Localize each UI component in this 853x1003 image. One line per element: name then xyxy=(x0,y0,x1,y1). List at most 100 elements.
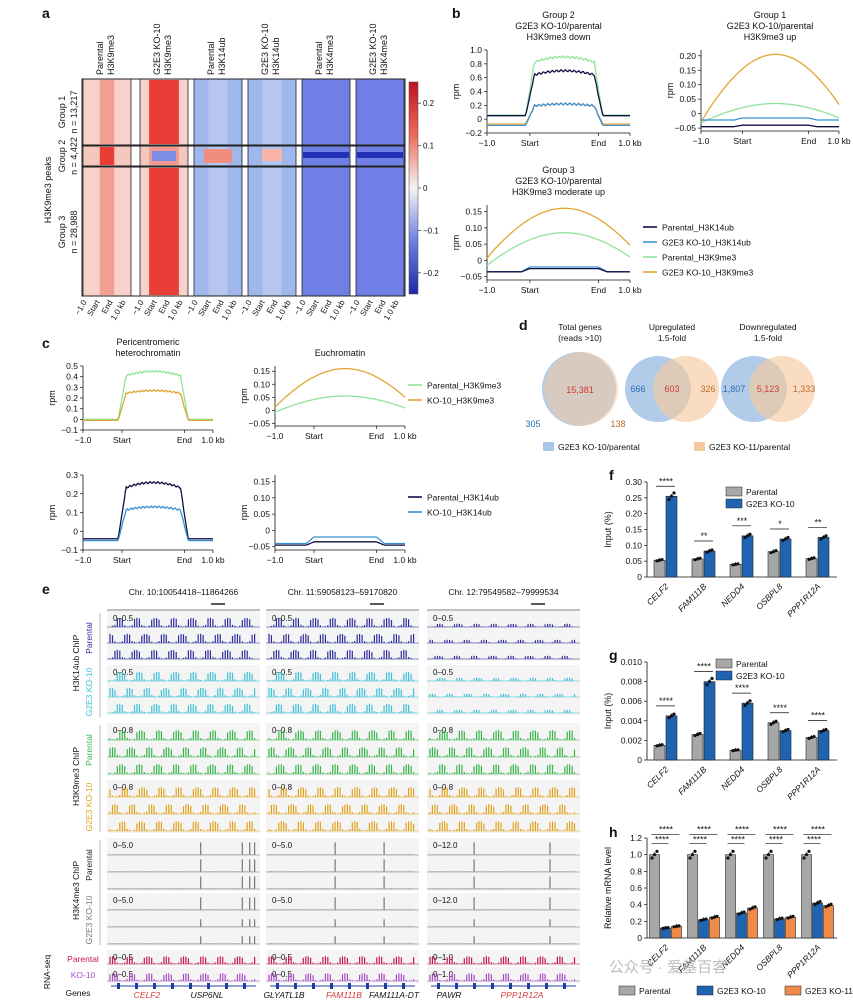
track-scale-label: 0–5.0 xyxy=(272,841,293,850)
assay-label: H3K9me3 ChIP xyxy=(71,747,81,806)
data-point xyxy=(771,721,776,725)
data-point xyxy=(677,924,681,928)
heatmap-colorbar xyxy=(408,81,419,295)
data-point xyxy=(812,734,816,739)
gene-exon xyxy=(348,983,351,989)
x-tick-label: End xyxy=(177,435,192,445)
x-tick-label: End xyxy=(591,285,606,295)
data-point xyxy=(657,743,662,747)
track-background xyxy=(427,893,580,946)
gene-exon xyxy=(563,983,566,989)
y-tick-label: 0.10 xyxy=(253,379,270,389)
track-signal xyxy=(268,687,415,697)
data-point xyxy=(786,916,790,920)
x-tick-label: Start xyxy=(113,555,132,565)
track-signal xyxy=(429,936,576,944)
track-signal xyxy=(268,764,415,774)
data-point xyxy=(655,744,659,748)
heatmap-xtick: Start xyxy=(304,298,321,318)
venn-title: (reads >10) xyxy=(558,333,602,343)
track-signal xyxy=(429,764,576,774)
gene-exon xyxy=(366,983,369,989)
panel-a-heatmaps: Parental H3K9me3 G2E3 KO-10 H3K9me3 Parental… xyxy=(43,23,439,321)
significance-mark: **** xyxy=(735,825,750,835)
bar-Parental-OSBPL8 xyxy=(767,722,780,761)
data-point xyxy=(733,562,738,566)
heatmap-signal xyxy=(262,80,282,144)
venn-right-count: 1,333 xyxy=(793,384,816,394)
track-signal xyxy=(109,876,256,889)
gene-name: PPP1R12A xyxy=(501,990,544,1000)
y-tick-label: 0 xyxy=(73,414,78,424)
heatmap-column-label: Parental xyxy=(95,41,105,75)
panel-letter-c: c xyxy=(42,335,50,351)
y-tick-label: 0 xyxy=(691,109,696,119)
x-tick-label: Start xyxy=(733,136,752,146)
track-signal xyxy=(268,842,415,855)
series-line-G2E3-KO-10-H3K14ub xyxy=(701,117,839,121)
track-background xyxy=(266,838,419,891)
bar-G2E3-KO-11-CELF2 xyxy=(671,926,682,939)
bar-legend-label: G2E3 KO-10 xyxy=(717,986,766,996)
heatmap-tile xyxy=(301,78,351,146)
heatmap-signal xyxy=(262,149,282,161)
heatmap-group-box xyxy=(81,78,406,146)
sample-label: KO-10 xyxy=(71,970,96,980)
track-signal xyxy=(429,897,576,910)
y-tick-label: 0.4 xyxy=(630,900,642,910)
data-point xyxy=(655,849,659,853)
track-signal xyxy=(109,973,256,981)
significance-mark: **** xyxy=(811,825,826,835)
bar-G2E3-KO-10-FAM111B xyxy=(703,550,716,578)
category-label: PPP1R12A xyxy=(785,581,823,619)
data-point xyxy=(707,549,712,553)
y-tick-label: 1.0 xyxy=(470,45,482,55)
gene-exon xyxy=(117,983,120,989)
x-tick-label: 1.0 kb xyxy=(201,555,224,565)
significance-mark: **** xyxy=(769,835,784,845)
bar-G2E3-KO-10-NEDD4 xyxy=(736,912,747,939)
track-signal xyxy=(429,639,576,643)
y-tick-label: 0.15 xyxy=(625,525,642,535)
series-line-Parental-H3K14ub xyxy=(487,68,630,117)
data-point xyxy=(701,918,706,922)
line-chart-c-bottom-right: 0.15 0.10 0.05 0 −0.05 rpm −1.0 Start End 1.0 kb xyxy=(239,475,417,565)
track-signal xyxy=(109,687,256,697)
series-line-Parental-H3K14ub xyxy=(701,124,839,128)
y-tick-label: 0.004 xyxy=(621,716,643,726)
data-point xyxy=(731,849,735,853)
heatmap-column-label: H3K4me3 xyxy=(379,35,389,75)
y-tick-label: 0.05 xyxy=(625,556,642,566)
venn-circle-ko11 xyxy=(749,356,815,422)
y-axis-label: rpm xyxy=(451,84,461,100)
y-tick-label: 0 xyxy=(477,255,482,265)
y-tick-label: 0.15 xyxy=(679,65,696,75)
data-point xyxy=(667,497,671,502)
data-point xyxy=(726,856,730,860)
track-signal xyxy=(109,671,256,681)
panel-letter-a: a xyxy=(42,5,50,21)
track-scale-label: 0–0.5 xyxy=(272,668,293,677)
y-tick-label: 0.6 xyxy=(470,73,482,83)
bar-Parental-PPP1R12A xyxy=(801,854,812,939)
y-tick-label: 0 xyxy=(265,405,270,415)
category-label: NEDD4 xyxy=(719,581,747,609)
venn-right-count: 326 xyxy=(700,384,715,394)
y-tick-label: 0.3 xyxy=(66,382,78,392)
track-scale-label: 0–0.8 xyxy=(113,783,134,792)
chart-title: Group 2 xyxy=(542,10,575,20)
track-signal xyxy=(109,633,256,643)
track-scale-label: 0–1.0 xyxy=(433,953,454,962)
chart-title: G2E3 KO-10/parental xyxy=(515,176,602,186)
significance-mark: **** xyxy=(773,825,788,835)
data-point xyxy=(688,856,692,860)
gene-name: GLYATL1B xyxy=(263,990,304,1000)
data-point xyxy=(824,905,828,909)
significance-mark: **** xyxy=(697,825,712,835)
track-signal xyxy=(268,730,415,740)
track-signal xyxy=(429,956,576,964)
track-signal xyxy=(268,919,415,927)
significance-mark: ** xyxy=(814,517,822,527)
bar-G2E3-KO-11-NEDD4 xyxy=(747,907,758,939)
heatmap-tile xyxy=(301,166,351,297)
